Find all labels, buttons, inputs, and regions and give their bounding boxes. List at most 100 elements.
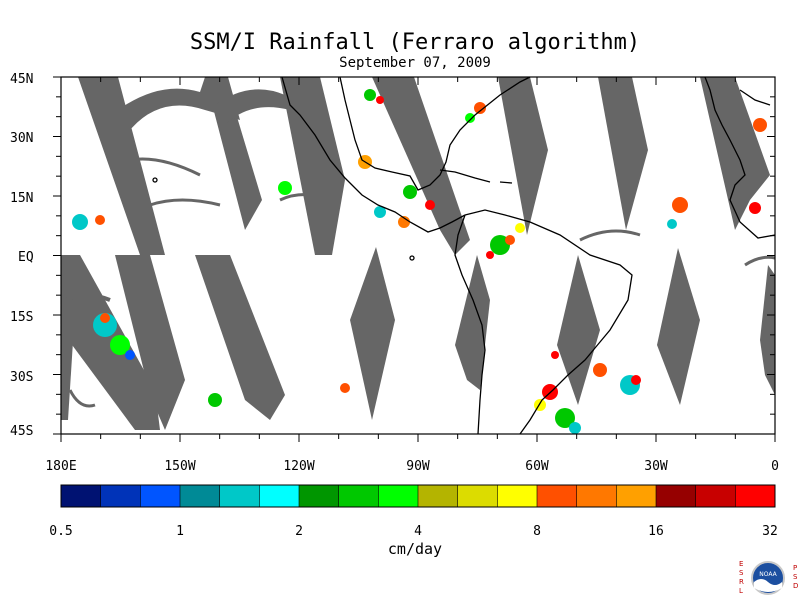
map-date: September 07, 2009: [339, 55, 491, 71]
colorbar-frame: [60, 484, 776, 508]
lon-label: 30W: [644, 459, 668, 474]
logo-letter: S: [793, 573, 798, 581]
colorbar-swatch: [259, 485, 300, 507]
noaa-bird-icon: [754, 579, 782, 592]
satellite-swaths: [61, 77, 776, 430]
swath: [115, 255, 185, 430]
lon-label: 120W: [283, 459, 314, 474]
lat-label: 45N: [10, 72, 33, 87]
lat-label: 30N: [10, 131, 33, 146]
swath: [215, 89, 290, 125]
logo-letter: E: [739, 560, 743, 568]
rain-patch: [555, 408, 575, 428]
swath-arc: [744, 255, 776, 267]
logo-letter: R: [739, 578, 744, 586]
lon-label: 60W: [525, 459, 549, 474]
rain-patch: [340, 383, 350, 393]
swath: [498, 77, 548, 235]
swath-arc: [68, 389, 96, 408]
swath: [760, 265, 775, 395]
colorbar-swatch: [656, 485, 697, 507]
colorbar-tick: 32: [762, 524, 778, 539]
colorbar-tick: 1: [176, 524, 184, 539]
colorbar-swatch: [418, 485, 459, 507]
coastline: [464, 209, 633, 435]
rain-patch: [569, 422, 581, 434]
rain-patch: [374, 206, 386, 218]
coastline: [739, 89, 771, 106]
logo-letter: L: [739, 587, 743, 595]
coastline: [704, 76, 776, 239]
rain-patch: [364, 89, 376, 101]
swath-arc: [65, 293, 111, 302]
lat-label: 15N: [10, 191, 33, 206]
swath: [557, 255, 600, 405]
swath-arc: [279, 193, 331, 202]
swath-arc: [129, 157, 201, 177]
rain-patch: [749, 202, 761, 214]
colorbar-tick: 0.5: [49, 524, 72, 539]
rain-patch: [667, 219, 677, 229]
rain-patch: [551, 351, 559, 359]
coastline: [281, 76, 466, 233]
lon-label: 150W: [164, 459, 195, 474]
colorbar-swatch: [180, 485, 221, 507]
colorbar: [61, 485, 776, 507]
coastline: [409, 255, 415, 261]
colorbar-swatch: [735, 485, 776, 507]
colorbar-swatch: [457, 485, 498, 507]
swath: [61, 280, 75, 420]
lat-label: 30S: [10, 370, 33, 385]
rain-patch: [425, 200, 435, 210]
swath: [372, 77, 470, 255]
rain-patch: [93, 313, 117, 337]
coastline: [152, 177, 158, 183]
rain-patch: [100, 313, 110, 323]
swath: [118, 77, 240, 130]
colorbar-swatch: [537, 485, 578, 507]
rain-patch: [515, 223, 525, 233]
rain-patch: [672, 197, 688, 213]
colorbar-tick: 4: [414, 524, 422, 539]
axis-ticks: [53, 76, 776, 442]
rain-patch: [631, 375, 641, 385]
lon-label: 0: [771, 459, 779, 474]
colorbar-tick: 2: [295, 524, 303, 539]
lat-label: EQ: [18, 250, 34, 265]
colorbar-tick: 16: [648, 524, 664, 539]
rain-patch: [465, 113, 475, 123]
logo-letter: S: [739, 569, 744, 577]
colorbar-swatch: [100, 485, 141, 507]
rain-patch: [753, 118, 767, 132]
logo-letter: D: [793, 582, 798, 590]
coastline: [439, 169, 491, 183]
rain-patch: [95, 215, 105, 225]
coastline: [454, 214, 486, 435]
swath-arc: [579, 229, 641, 242]
rain-patch: [505, 235, 515, 245]
colorbar-swatch: [497, 485, 538, 507]
lon-label: 180E: [45, 459, 76, 474]
rain-patch: [208, 393, 222, 407]
colorbar-swatch: [338, 485, 379, 507]
rain-patch: [376, 96, 384, 104]
lat-label: 15S: [10, 310, 33, 325]
rain-patch: [403, 185, 417, 199]
map-title: SSM/I Rainfall (Ferraro algorithm): [189, 30, 641, 55]
swath: [78, 77, 165, 255]
rain-patch: [474, 102, 486, 114]
coastline: [339, 76, 531, 191]
swath: [195, 255, 285, 420]
colorbar-unit: cm/day: [387, 540, 443, 558]
colorbar-swatch: [140, 485, 181, 507]
rain-patch: [278, 181, 292, 195]
rain-patch: [72, 214, 88, 230]
coastline: [499, 181, 513, 184]
swath: [280, 77, 345, 255]
colorbar-swatch: [299, 485, 340, 507]
coastlines: [152, 76, 776, 435]
swath-arc: [149, 198, 221, 207]
swath: [350, 247, 395, 420]
rain-patch: [593, 363, 607, 377]
